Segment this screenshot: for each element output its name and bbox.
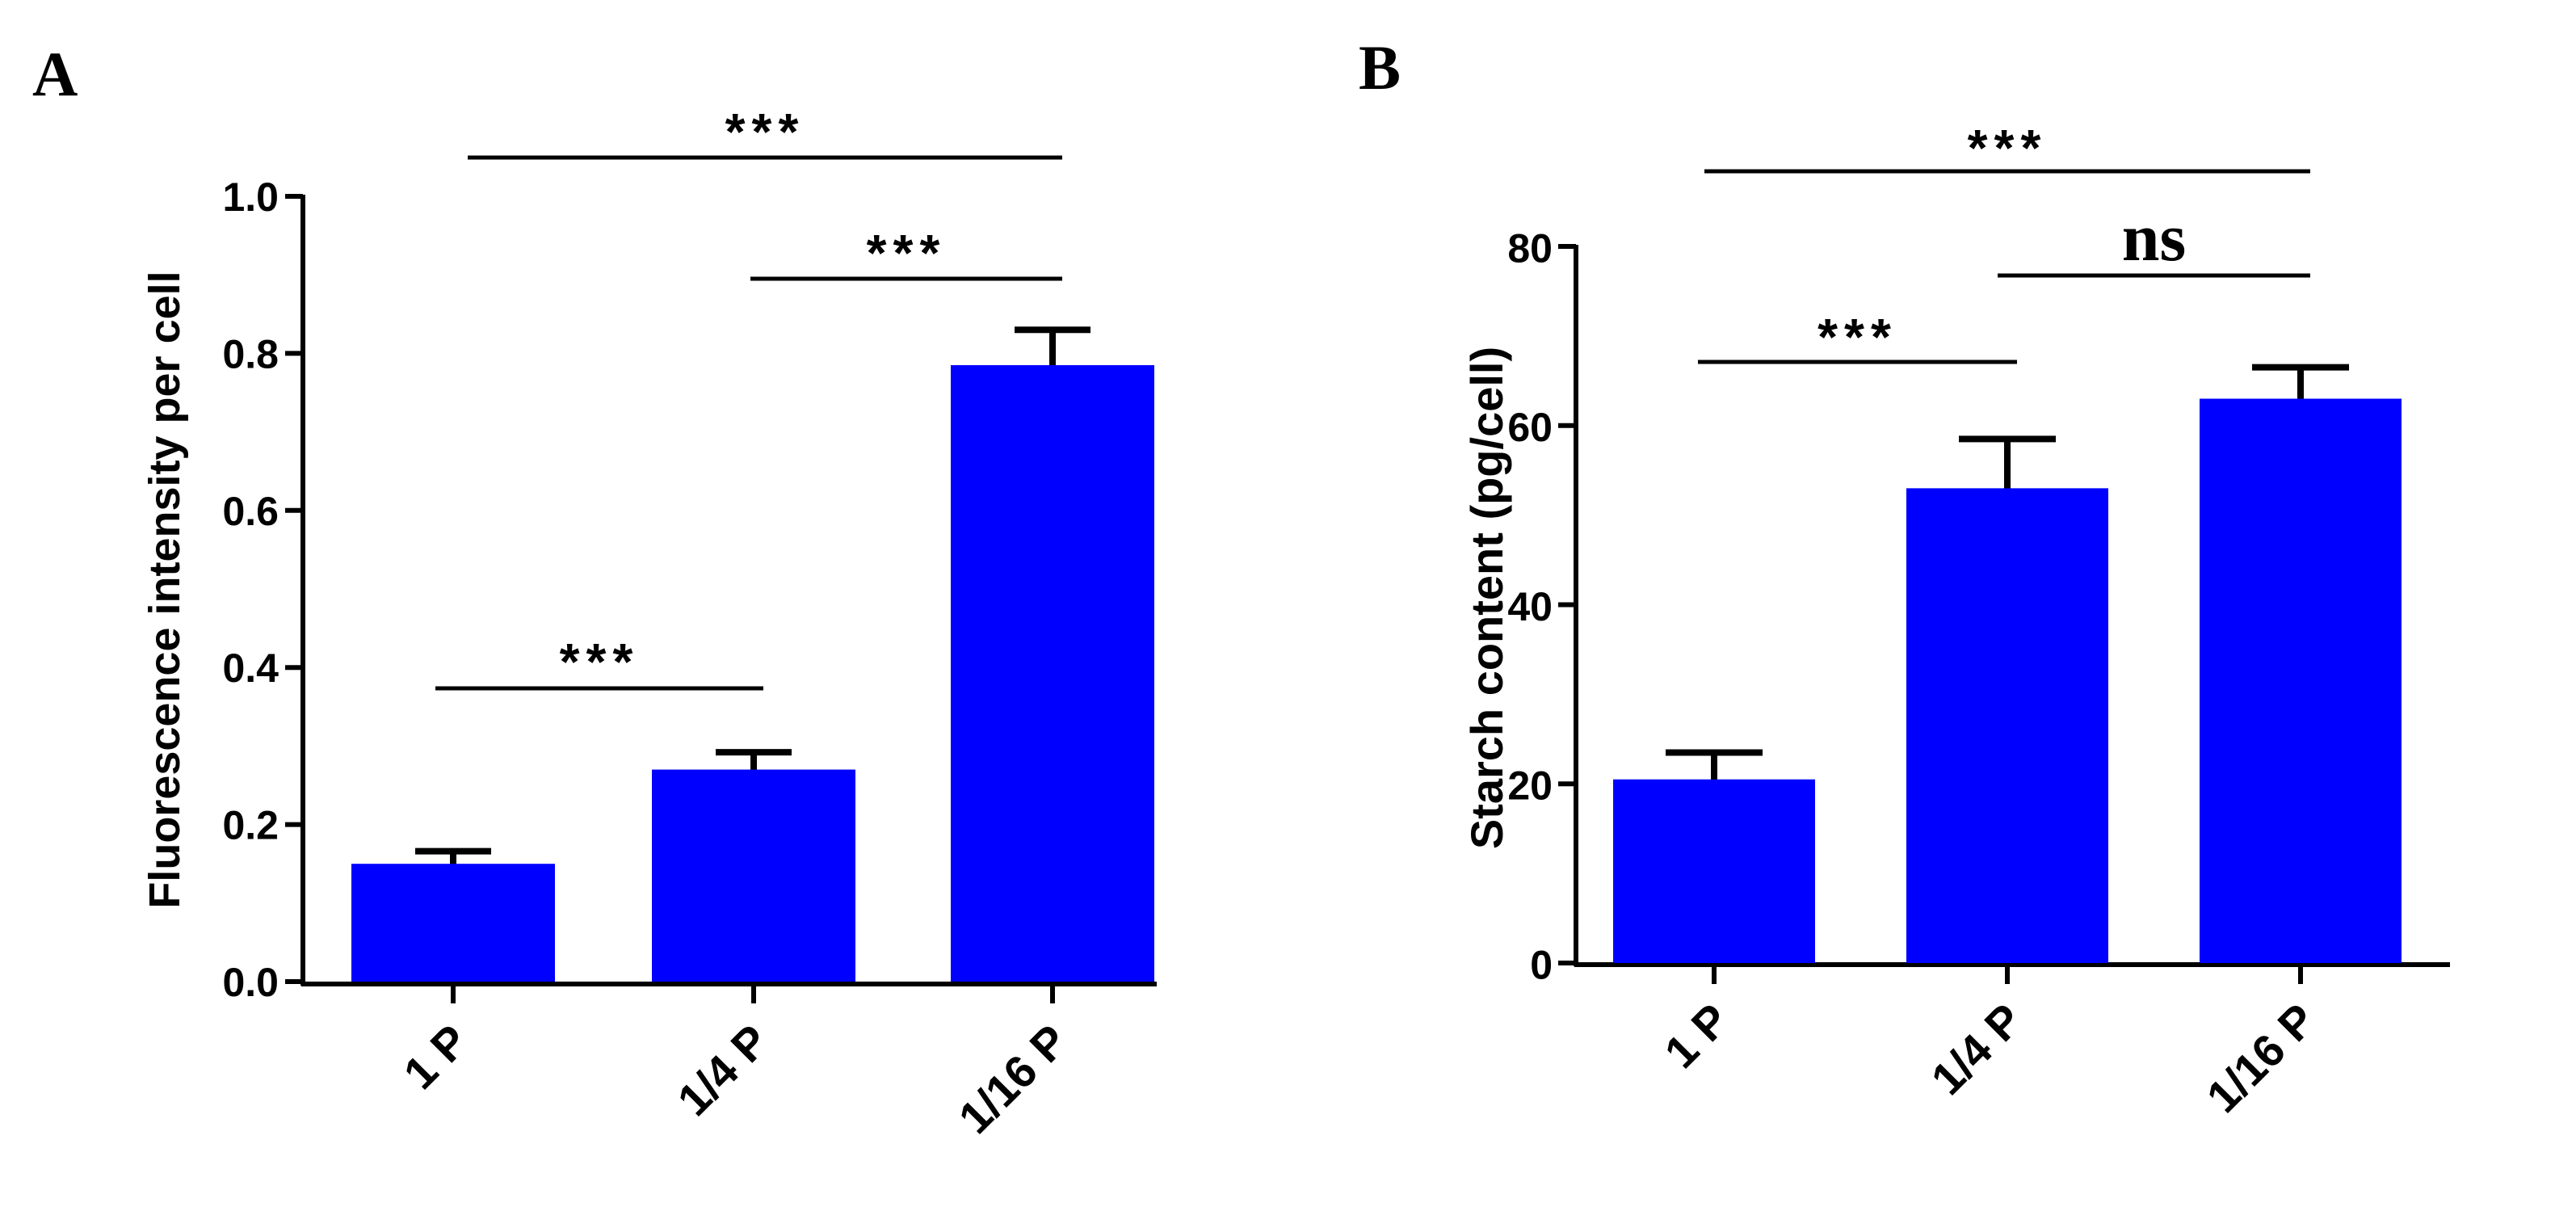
panel-label: A bbox=[32, 39, 78, 109]
significance-label: ns bbox=[2122, 200, 2186, 275]
significance-label: *** bbox=[725, 103, 805, 161]
bar bbox=[951, 364, 1154, 982]
y-axis-title: Fluorescence intensity per cell bbox=[141, 271, 189, 908]
significance-label: *** bbox=[1817, 308, 1897, 366]
bar bbox=[1906, 488, 2108, 963]
y-tick-label: 0.2 bbox=[222, 803, 279, 848]
y-tick-label: 0.0 bbox=[222, 960, 279, 1005]
bar bbox=[652, 769, 855, 982]
y-tick-label: 1.0 bbox=[222, 175, 279, 220]
y-tick-label: 80 bbox=[1507, 225, 1553, 271]
significance-label: *** bbox=[1968, 119, 2048, 177]
y-tick-label: 60 bbox=[1507, 405, 1553, 450]
y-tick-label: 0.6 bbox=[222, 489, 279, 534]
panel-label: B bbox=[1359, 32, 1401, 103]
y-tick-label: 0 bbox=[1530, 942, 1553, 987]
significance-label: *** bbox=[560, 633, 640, 691]
y-tick-label: 40 bbox=[1507, 584, 1553, 629]
y-axis-title: Starch content (pg/cell) bbox=[1461, 347, 1512, 849]
significance-label: *** bbox=[867, 224, 947, 282]
bar bbox=[1613, 779, 1815, 963]
y-tick-label: 20 bbox=[1507, 763, 1553, 809]
bar bbox=[2200, 398, 2402, 963]
y-tick-label: 0.4 bbox=[222, 646, 279, 691]
bar bbox=[351, 864, 555, 982]
y-tick-label: 0.8 bbox=[222, 331, 279, 376]
